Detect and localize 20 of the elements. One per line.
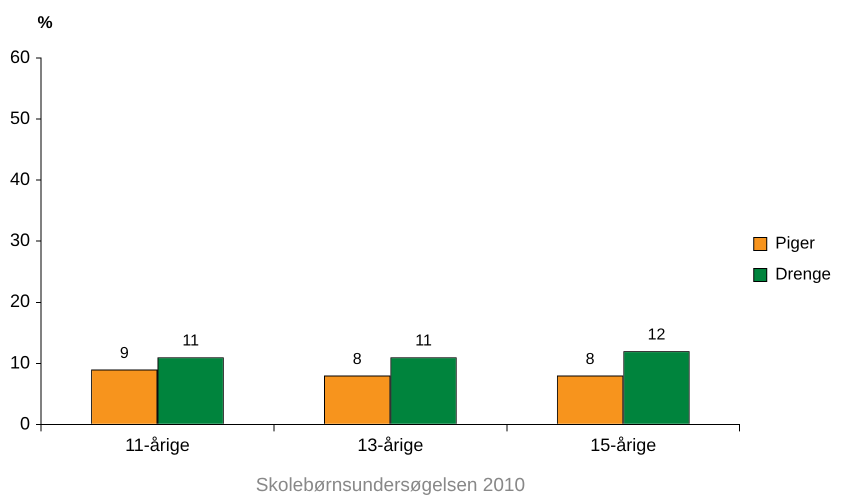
y-axis-title: % bbox=[37, 13, 53, 32]
legend-label: Drenge bbox=[775, 264, 832, 284]
data-label: 11 bbox=[415, 332, 432, 350]
x-tick-label: 15-årige bbox=[590, 435, 656, 456]
y-tick-label: 0 bbox=[20, 413, 30, 434]
y-tick-label: 40 bbox=[10, 169, 30, 190]
y-tick-label: 60 bbox=[10, 46, 30, 67]
y-tick-label: 30 bbox=[10, 230, 30, 250]
y-tick-label: 20 bbox=[10, 291, 30, 312]
y-tick-label: 50 bbox=[10, 108, 30, 128]
data-label: 8 bbox=[352, 350, 362, 368]
data-label: 8 bbox=[586, 350, 595, 368]
y-tick-label: 10 bbox=[10, 352, 30, 372]
x-tick-label: 13-årige bbox=[357, 435, 424, 456]
data-label: 11 bbox=[182, 332, 200, 350]
data-label: 9 bbox=[120, 344, 129, 362]
legend-label: Piger bbox=[775, 234, 816, 253]
data-label: 12 bbox=[648, 326, 666, 344]
text: Skolebørnsundersøgelsen 2010 bbox=[256, 475, 526, 496]
x-tick-label: 11-årige bbox=[125, 435, 190, 456]
